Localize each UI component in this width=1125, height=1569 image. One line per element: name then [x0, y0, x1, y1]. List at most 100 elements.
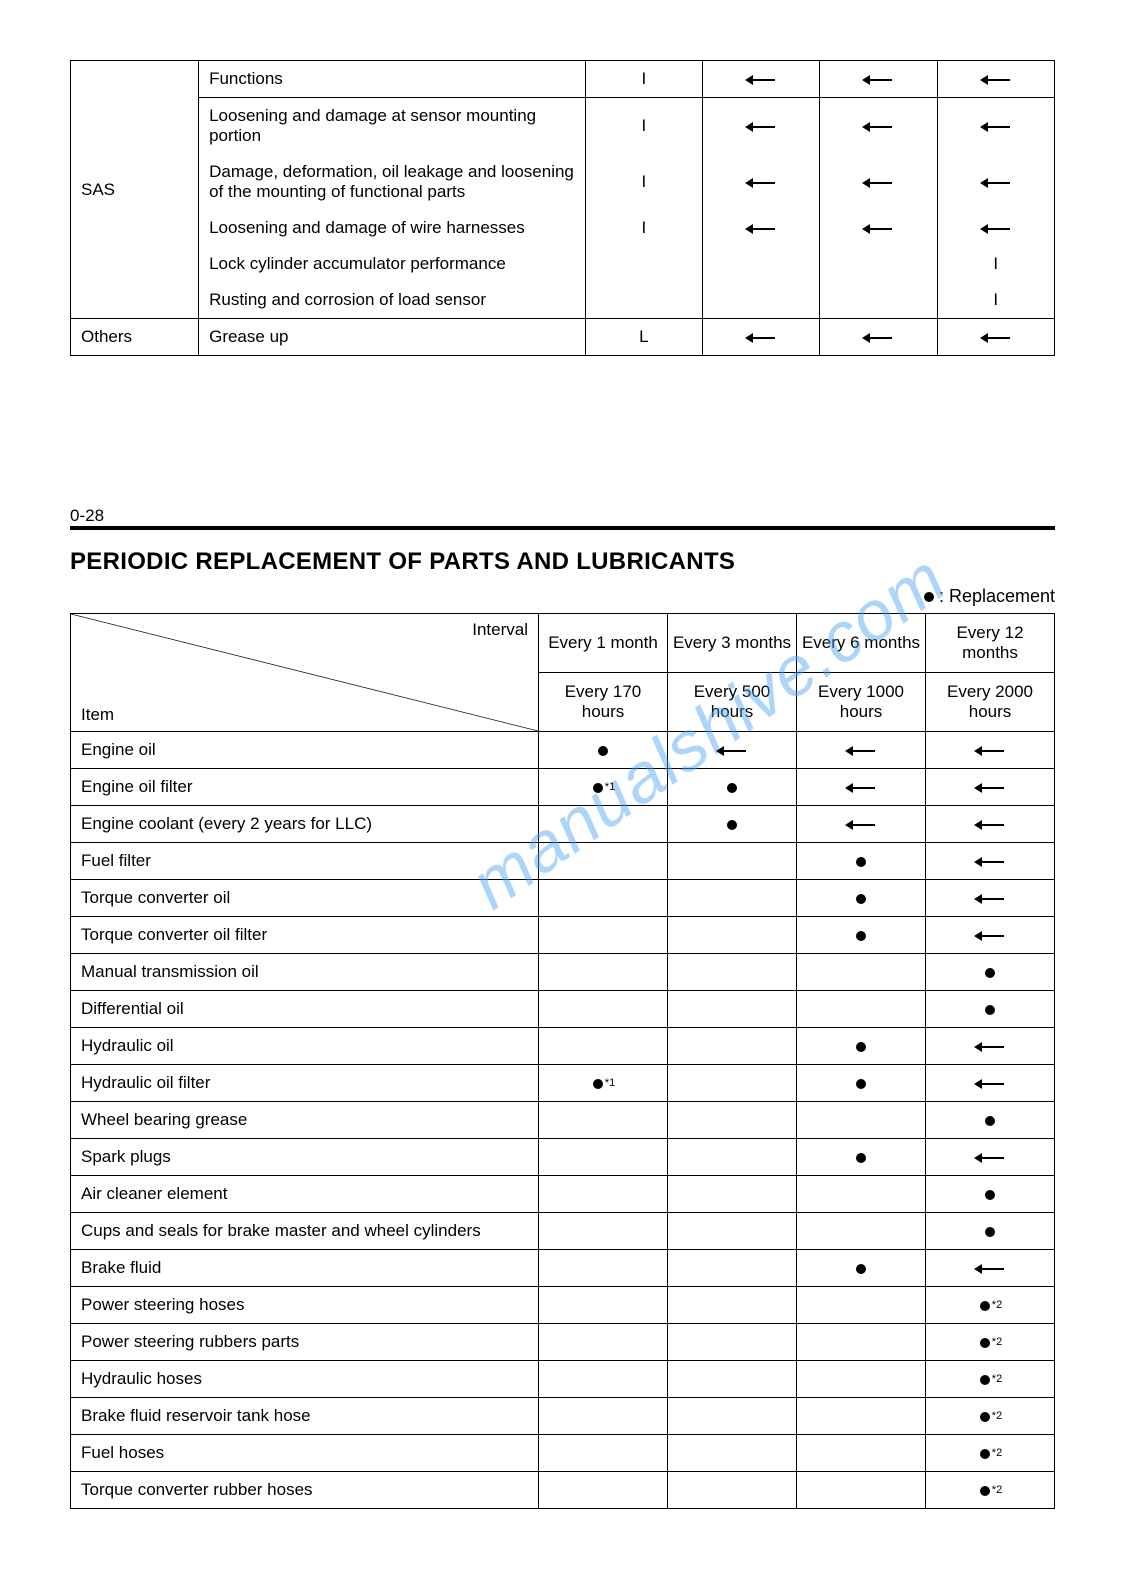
- col-header: Every 170 hours: [539, 673, 668, 732]
- item-name: Manual transmission oil: [71, 954, 539, 991]
- interval-cell: [797, 843, 926, 880]
- cell-value: [702, 98, 819, 155]
- interval-cell: [539, 1435, 668, 1472]
- interval-cell: [539, 843, 668, 880]
- cell-value: [820, 319, 937, 356]
- cell-value: I: [937, 246, 1054, 282]
- row-desc: Loosening and damage of wire harnesses: [199, 210, 586, 246]
- interval-cell: [797, 1065, 926, 1102]
- interval-cell: [668, 1102, 797, 1139]
- item-name: Engine oil: [71, 732, 539, 769]
- inspection-table: SAS Functions I Loosening and damage at …: [70, 60, 1055, 356]
- col-header: Every 1000 hours: [797, 673, 926, 732]
- cell-value: [702, 154, 819, 210]
- interval-cell: [668, 1028, 797, 1065]
- table-row: Engine oil filter*1: [71, 769, 1055, 806]
- table-row: Hydraulic oil: [71, 1028, 1055, 1065]
- cell-value: I: [586, 210, 703, 246]
- interval-cell: [668, 917, 797, 954]
- table-row: Torque converter oil filter: [71, 917, 1055, 954]
- table-row: Air cleaner element: [71, 1176, 1055, 1213]
- interval-cell: [539, 732, 668, 769]
- table-row: Spark plugs: [71, 1139, 1055, 1176]
- item-name: Wheel bearing grease: [71, 1102, 539, 1139]
- col-header: Every 2000 hours: [926, 673, 1055, 732]
- interval-cell: [668, 1250, 797, 1287]
- interval-cell: [539, 1250, 668, 1287]
- interval-cell: *2: [926, 1398, 1055, 1435]
- cell-value: [820, 61, 937, 98]
- interval-cell: [926, 732, 1055, 769]
- cell-value: [702, 246, 819, 282]
- cell-value: [702, 282, 819, 319]
- interval-cell: [797, 1250, 926, 1287]
- col-header: Every 6 months: [797, 614, 926, 673]
- interval-cell: [926, 1213, 1055, 1250]
- item-name: Hydraulic oil: [71, 1028, 539, 1065]
- table-row: SAS Functions I: [71, 61, 1055, 98]
- interval-cell: [539, 1176, 668, 1213]
- interval-cell: [797, 1028, 926, 1065]
- interval-cell: [926, 769, 1055, 806]
- cell-value: [820, 246, 937, 282]
- interval-cell: *2: [926, 1361, 1055, 1398]
- interval-cell: *2: [926, 1435, 1055, 1472]
- item-name: Torque converter oil: [71, 880, 539, 917]
- table-row: Hydraulic oil filter*1: [71, 1065, 1055, 1102]
- row-desc: Damage, deformation, oil leakage and loo…: [199, 154, 586, 210]
- item-name: Fuel filter: [71, 843, 539, 880]
- item-name: Engine oil filter: [71, 769, 539, 806]
- page-number: 0-28: [70, 506, 104, 525]
- item-name: Differential oil: [71, 991, 539, 1028]
- interval-cell: [797, 1324, 926, 1361]
- row-desc: Loosening and damage at sensor mounting …: [199, 98, 586, 155]
- table-row: Lock cylinder accumulator performance I: [71, 246, 1055, 282]
- interval-cell: [797, 1398, 926, 1435]
- table-row: Damage, deformation, oil leakage and loo…: [71, 154, 1055, 210]
- interval-cell: [668, 806, 797, 843]
- interval-cell: [797, 732, 926, 769]
- table-row: Loosening and damage of wire harnesses I: [71, 210, 1055, 246]
- interval-cell: [539, 1102, 668, 1139]
- interval-cell: [926, 1139, 1055, 1176]
- interval-cell: [926, 917, 1055, 954]
- table-row: Torque converter oil: [71, 880, 1055, 917]
- table-row: Hydraulic hoses*2: [71, 1361, 1055, 1398]
- interval-cell: [797, 954, 926, 991]
- diagonal-header-cell: Interval Item: [71, 614, 539, 732]
- interval-cell: [668, 1324, 797, 1361]
- interval-cell: [668, 991, 797, 1028]
- interval-cell: [539, 1213, 668, 1250]
- header-item-label: Item: [81, 705, 114, 725]
- table-row: Cups and seals for brake master and whee…: [71, 1213, 1055, 1250]
- col-header: Every 1 month: [539, 614, 668, 673]
- table-row: Power steering rubbers parts*2: [71, 1324, 1055, 1361]
- interval-cell: [926, 954, 1055, 991]
- cell-value: [820, 210, 937, 246]
- interval-cell: [668, 1176, 797, 1213]
- interval-cell: [926, 991, 1055, 1028]
- item-name: Power steering rubbers parts: [71, 1324, 539, 1361]
- interval-cell: [668, 1213, 797, 1250]
- interval-cell: [797, 1472, 926, 1509]
- cell-value: I: [586, 98, 703, 155]
- item-name: Power steering hoses: [71, 1287, 539, 1324]
- cell-value: I: [937, 282, 1054, 319]
- cell-value: [820, 98, 937, 155]
- table-row: Manual transmission oil: [71, 954, 1055, 991]
- table-row: Differential oil: [71, 991, 1055, 1028]
- item-name: Hydraulic oil filter: [71, 1065, 539, 1102]
- interval-cell: [668, 1435, 797, 1472]
- cell-value: [820, 282, 937, 319]
- cell-value: [820, 154, 937, 210]
- group-label-sas: SAS: [71, 61, 199, 319]
- table-row: Brake fluid: [71, 1250, 1055, 1287]
- table-row: Engine oil: [71, 732, 1055, 769]
- item-name: Engine coolant (every 2 years for LLC): [71, 806, 539, 843]
- interval-cell: [539, 954, 668, 991]
- cell-value: [937, 98, 1054, 155]
- legend-text: : Replacement: [934, 586, 1055, 606]
- replacement-table: Interval Item Every 1 month Every 3 mont…: [70, 613, 1055, 1509]
- interval-cell: [539, 1287, 668, 1324]
- interval-cell: [668, 1065, 797, 1102]
